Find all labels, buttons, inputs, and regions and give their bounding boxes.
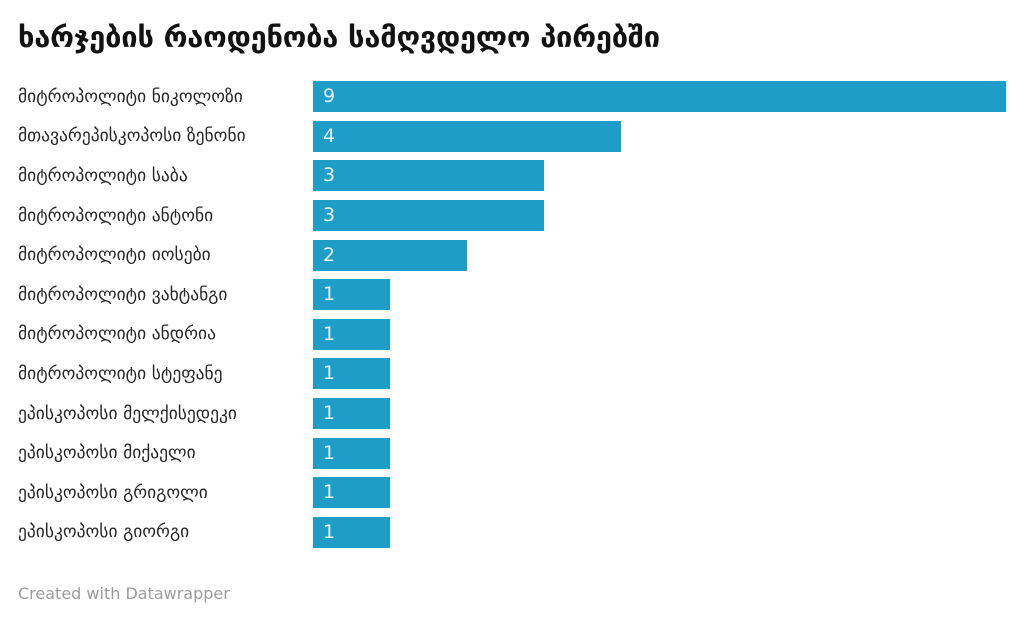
chart-row: მიტროპოლიტი ანდრია 1 <box>18 315 1006 355</box>
bar: 3 <box>313 160 544 192</box>
category-label: ეპისკოპოსი მელქისედეკი <box>18 403 237 424</box>
bar-track: 1 <box>313 279 1006 311</box>
chart-row: მიტროპოლიტი სტეფანე 1 <box>18 354 1006 394</box>
category-label: ეპისკოპოსი გრიგოლი <box>18 482 208 503</box>
chart-row: მთავარეპისკოპოსი ზენონი 4 <box>18 117 1006 157</box>
bar-value-label: 1 <box>323 283 336 306</box>
datawrapper-credit: Created with Datawrapper <box>18 584 230 603</box>
bar-value-label: 9 <box>323 85 336 108</box>
category-label: მიტროპოლიტი ანდრია <box>18 324 216 345</box>
bar-value-label: 4 <box>323 124 336 147</box>
bar: 3 <box>313 200 544 232</box>
bar-value-label: 2 <box>323 243 336 266</box>
bar-value-label: 1 <box>323 520 336 543</box>
category-label: ეპისკოპოსი გიორგი <box>18 522 190 543</box>
category-label: ეპისკოპოსი მიქაელი <box>18 443 196 464</box>
chart-row: მიტროპოლიტი ნიკოლოზი 9 <box>18 77 1006 117</box>
bar: 9 <box>313 81 1006 113</box>
bar: 1 <box>313 318 390 350</box>
bar-track: 3 <box>313 160 1006 192</box>
category-label: მთავარეპისკოპოსი ზენონი <box>18 126 246 147</box>
category-label: მიტროპოლიტი ვახტანგი <box>18 284 228 305</box>
chart-row: მიტროპოლიტი ვახტანგი 1 <box>18 275 1006 315</box>
bar-value-label: 1 <box>323 362 336 385</box>
bar-value-label: 1 <box>323 402 336 425</box>
bar: 1 <box>313 437 390 469</box>
bar: 4 <box>313 120 621 152</box>
category-label: მიტროპოლიტი სტეფანე <box>18 363 223 384</box>
bar-value-label: 1 <box>323 441 336 464</box>
chart-row: მიტროპოლიტი იოსები 2 <box>18 235 1006 275</box>
bar-value-label: 1 <box>323 481 336 504</box>
bar-value-label: 3 <box>323 164 336 187</box>
chart-title: ხარჯების რაოდენობა სამღვდელო პირებში <box>18 20 660 54</box>
category-label: მიტროპოლიტი საბა <box>18 165 188 186</box>
bar: 1 <box>313 477 390 509</box>
category-label: მიტროპოლიტი ნიკოლოზი <box>18 86 243 107</box>
chart-row: ეპისკოპოსი გრიგოლი 1 <box>18 473 1006 513</box>
bar-track: 2 <box>313 239 1006 271</box>
bar-track: 1 <box>313 477 1006 509</box>
bar-value-label: 1 <box>323 322 336 345</box>
chart-row: მიტროპოლიტი ანტონი 3 <box>18 196 1006 236</box>
chart-row: ეპისკოპოსი მიქაელი 1 <box>18 433 1006 473</box>
chart-row: მიტროპოლიტი საბა 3 <box>18 156 1006 196</box>
bar-track: 1 <box>313 358 1006 390</box>
chart-row: ეპისკოპოსი მელქისედეკი 1 <box>18 394 1006 434</box>
chart-row: ეპისკოპოსი გიორგი 1 <box>18 513 1006 553</box>
bar-track: 9 <box>313 81 1006 113</box>
bar-track: 1 <box>313 318 1006 350</box>
bar-value-label: 3 <box>323 204 336 227</box>
bar-track: 1 <box>313 437 1006 469</box>
bar-track: 4 <box>313 120 1006 152</box>
category-label: მიტროპოლიტი იოსები <box>18 245 211 266</box>
bar-track: 3 <box>313 200 1006 232</box>
bar: 1 <box>313 279 390 311</box>
bar-track: 1 <box>313 516 1006 548</box>
bar-chart: მიტროპოლიტი ნიკოლოზი 9 მთავარეპისკოპოსი ზე… <box>18 77 1006 552</box>
bar: 1 <box>313 398 390 430</box>
bar: 1 <box>313 358 390 390</box>
category-label: მიტროპოლიტი ანტონი <box>18 205 214 226</box>
bar-track: 1 <box>313 398 1006 430</box>
bar: 1 <box>313 516 390 548</box>
bar: 2 <box>313 239 467 271</box>
